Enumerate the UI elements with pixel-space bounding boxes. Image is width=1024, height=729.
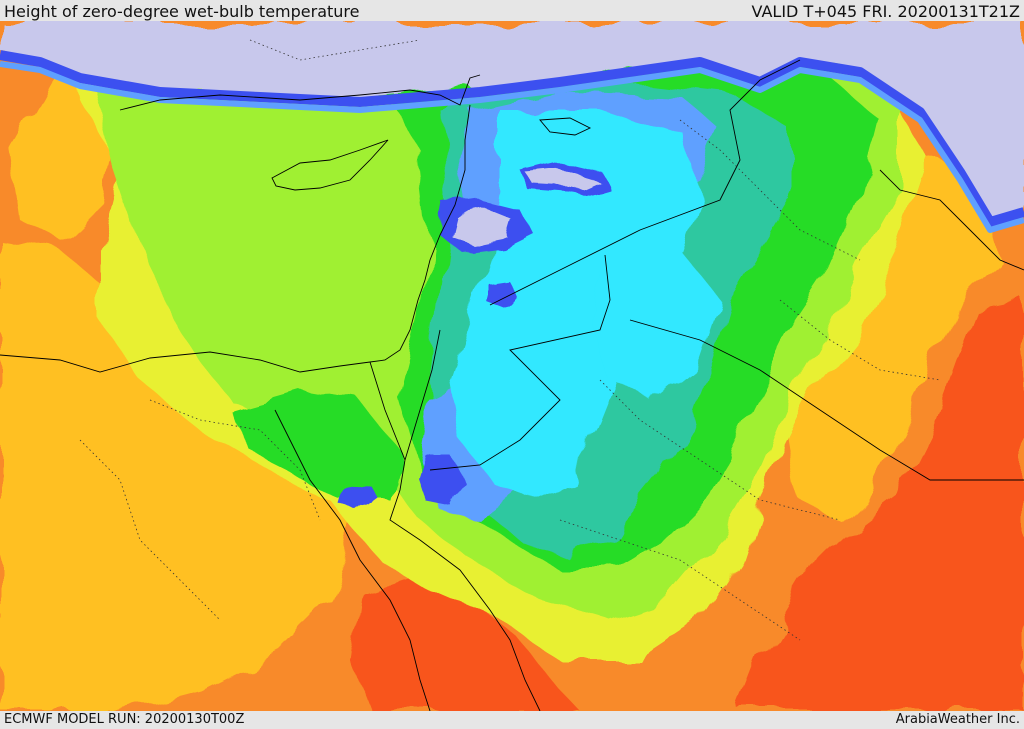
wet-bulb-map bbox=[0, 21, 1024, 711]
gulf-aqaba bbox=[404, 329, 441, 461]
map-panel[interactable] bbox=[0, 21, 1024, 711]
coastal-blue-band bbox=[0, 50, 1024, 227]
jordan-border bbox=[429, 254, 611, 471]
field-red-orange-east bbox=[740, 300, 1024, 711]
field-green-sinai bbox=[230, 390, 400, 500]
valid-time: VALID T+045 FRI. 20200131T21Z bbox=[751, 2, 1020, 21]
field-red-orange-southwest bbox=[350, 570, 580, 711]
field-gold-east bbox=[790, 160, 1000, 520]
field-gold-west bbox=[0, 240, 360, 711]
saudi-iraq-border bbox=[629, 319, 1024, 481]
syria-iraq-border bbox=[489, 59, 801, 306]
field-lavender-north bbox=[0, 21, 1024, 220]
map-title: Height of zero-degree wet-bulb temperatu… bbox=[4, 2, 360, 21]
field-cyan bbox=[450, 110, 700, 500]
turkey-coast bbox=[119, 74, 481, 111]
egypt-coast bbox=[0, 351, 371, 373]
admin-line-4 bbox=[679, 119, 861, 261]
coastal-lightblue-band bbox=[0, 61, 1024, 233]
levant-coast bbox=[369, 104, 471, 363]
model-run-label: ECMWF MODEL RUN: 20200130T00Z bbox=[4, 712, 245, 727]
credit-label: ArabiaWeather Inc. bbox=[895, 712, 1020, 727]
field-lavender-lebanon bbox=[450, 208, 510, 242]
admin-line-3 bbox=[559, 519, 801, 641]
admin-line-7 bbox=[249, 39, 421, 61]
field-cyan-east bbox=[590, 250, 720, 400]
red-sea-east bbox=[389, 459, 541, 711]
field-blue-sinai bbox=[340, 485, 380, 515]
red-sea-west bbox=[274, 409, 431, 711]
admin-line-6 bbox=[779, 299, 941, 381]
gulf-coast bbox=[879, 169, 1024, 271]
field-lavender-anatolia bbox=[525, 168, 595, 188]
borders bbox=[0, 59, 1024, 711]
footer-bar: ECMWF MODEL RUN: 20200130T00Z ArabiaWeat… bbox=[0, 711, 1024, 729]
header-bar: Height of zero-degree wet-bulb temperatu… bbox=[0, 0, 1024, 21]
cyprus-outline bbox=[271, 139, 389, 191]
lake-outline bbox=[539, 117, 592, 136]
admin-line-1 bbox=[149, 399, 321, 521]
admin-lines bbox=[79, 39, 941, 641]
sinai-border bbox=[369, 361, 406, 461]
